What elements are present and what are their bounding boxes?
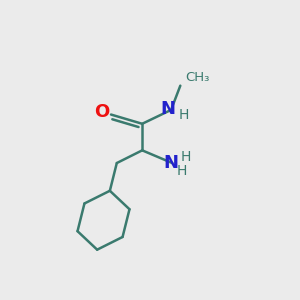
Text: H: H — [179, 108, 189, 122]
Text: N: N — [160, 100, 175, 118]
Text: H: H — [176, 164, 187, 178]
Text: CH₃: CH₃ — [186, 71, 210, 84]
Text: H: H — [180, 150, 191, 164]
Text: O: O — [94, 103, 110, 121]
Text: N: N — [163, 154, 178, 172]
